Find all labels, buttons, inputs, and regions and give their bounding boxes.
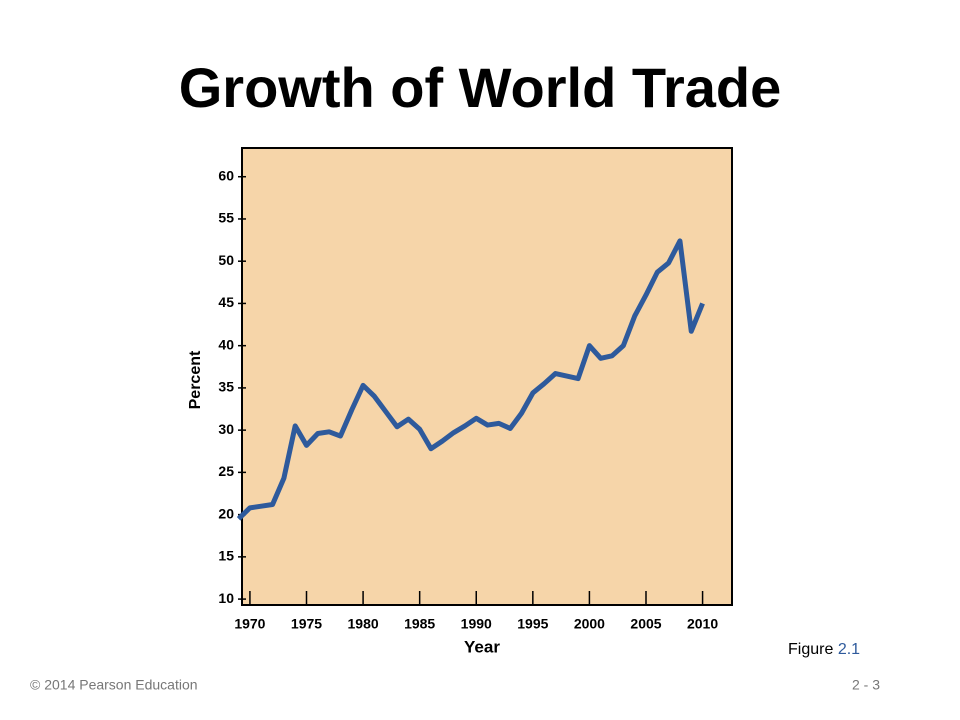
y-tick-label: 30	[218, 421, 234, 437]
y-tick-label: 60	[218, 167, 234, 183]
y-axis-label: Percent	[187, 350, 204, 409]
slide-title: Growth of World Trade	[179, 56, 782, 119]
y-tick-label: 20	[218, 505, 234, 521]
y-tick-label: 35	[218, 379, 234, 395]
x-axis-label: Year	[464, 637, 500, 656]
page-number: 2 - 3	[852, 677, 880, 693]
data-line	[236, 238, 705, 521]
x-tick-label: 2000	[574, 616, 605, 632]
x-tick-label: 2005	[630, 616, 661, 632]
y-tick-label: 55	[218, 210, 234, 226]
y-tick-label: 50	[218, 252, 234, 268]
x-tick-label: 1990	[461, 616, 492, 632]
copyright: © 2014 Pearson Education	[30, 677, 198, 693]
x-tick-label: 1995	[517, 616, 548, 632]
x-tick-label: 1970	[234, 616, 265, 632]
y-tick-label: 15	[218, 548, 234, 564]
y-tick-label: 40	[218, 336, 234, 352]
y-tick-label: 45	[218, 294, 234, 310]
x-tick-label: 1985	[404, 616, 435, 632]
figure-number: 2.1	[838, 641, 860, 658]
x-tick-label: 2010	[687, 616, 718, 632]
plot-area	[241, 147, 733, 606]
y-tick-label: 25	[218, 463, 234, 479]
x-tick-label: 1975	[291, 616, 322, 632]
y-tick-label: 10	[218, 590, 234, 606]
figure-caption: Figure 2.1	[788, 641, 860, 658]
figure-label: Figure	[788, 641, 833, 658]
x-tick-label: 1980	[348, 616, 379, 632]
